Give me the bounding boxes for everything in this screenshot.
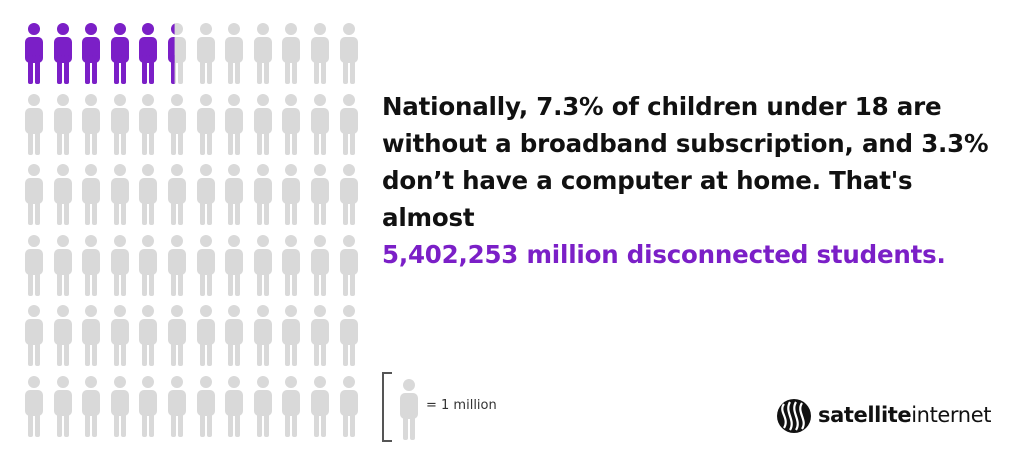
person-icon [168,375,186,437]
legend-bracket [382,372,392,442]
person-icon [168,164,186,225]
person-icon [53,93,72,155]
person-icon [53,234,72,296]
person-icon [110,234,129,296]
person-icon [253,375,272,437]
person-icon [282,375,301,437]
person-icon [311,305,329,366]
person-icon [225,164,244,225]
headline-highlight: 5,402,253 million disconnected students. [382,240,946,269]
person-icon [53,375,72,437]
person-icon [196,164,215,225]
person-icon [339,93,358,155]
person-icon [253,23,272,84]
person-icon [282,305,301,366]
person-icon [311,93,329,155]
legend: = 1 million [382,372,542,444]
person-icon [253,93,272,155]
person-icon [253,234,272,296]
person-icon [82,375,101,437]
person-icon [82,93,101,155]
person-icon [25,93,43,155]
person-icon [311,23,329,84]
person-icon [339,375,358,437]
person-icon [168,234,186,296]
person-icon [139,305,158,366]
person-icon [25,23,43,84]
person-icon [139,164,158,225]
person-icon [339,234,358,296]
headline: Nationally, 7.3% of children under 18 ar… [382,88,1002,273]
person-icon [25,375,43,437]
person-icon [282,23,301,84]
person-icon [311,234,329,296]
person-icon [110,375,129,437]
person-icon [253,305,272,366]
person-icon [253,164,272,225]
person-icon [82,305,101,366]
person-icon [311,164,329,225]
person-icon [282,164,301,225]
headline-line-1: Nationally, 7.3% of children under 18 ar… [382,92,942,121]
person-icon [196,234,215,296]
person-icon [168,305,186,366]
person-icon [282,234,301,296]
person-icon [139,234,158,296]
people-pictogram-grid [22,22,367,442]
person-icon [110,164,129,225]
person-icon [225,305,244,366]
legend-label: = 1 million [426,398,497,413]
person-icon [110,93,129,155]
person-icon [225,375,244,437]
person-icon [311,375,329,437]
person-icon [168,93,186,155]
person-icon [196,305,215,366]
brand-name: satelliteinternet [818,403,992,427]
person-icon [196,23,215,84]
person-icon [110,23,129,84]
person-icon [25,234,43,296]
headline-line-3: don’t have a computer at home. That's al… [382,166,913,232]
headline-line-2: without a broadband subscription, and 3.… [382,129,989,158]
person-icon [82,234,101,296]
person-icon [339,164,358,225]
person-icon [168,23,186,84]
person-icon [25,164,43,225]
person-icon [196,375,215,437]
person-icon [400,379,418,440]
person-icon [25,305,43,366]
person-icon [53,305,72,366]
person-icon [339,23,358,84]
person-icon [282,93,301,155]
striped-s-logo-icon [777,399,811,433]
person-icon [339,305,358,366]
person-icon [139,93,158,155]
person-icon [82,23,101,84]
person-icon [53,23,72,84]
brand-logo: satelliteinternet [776,398,1016,438]
person-icon [225,234,244,296]
person-icon [110,305,129,366]
person-icon [82,164,101,225]
person-icon [139,375,158,437]
person-icon [196,93,215,155]
person-icon [139,23,158,84]
person-icon [225,93,244,155]
person-icon [53,164,72,225]
person-icon [225,23,244,84]
